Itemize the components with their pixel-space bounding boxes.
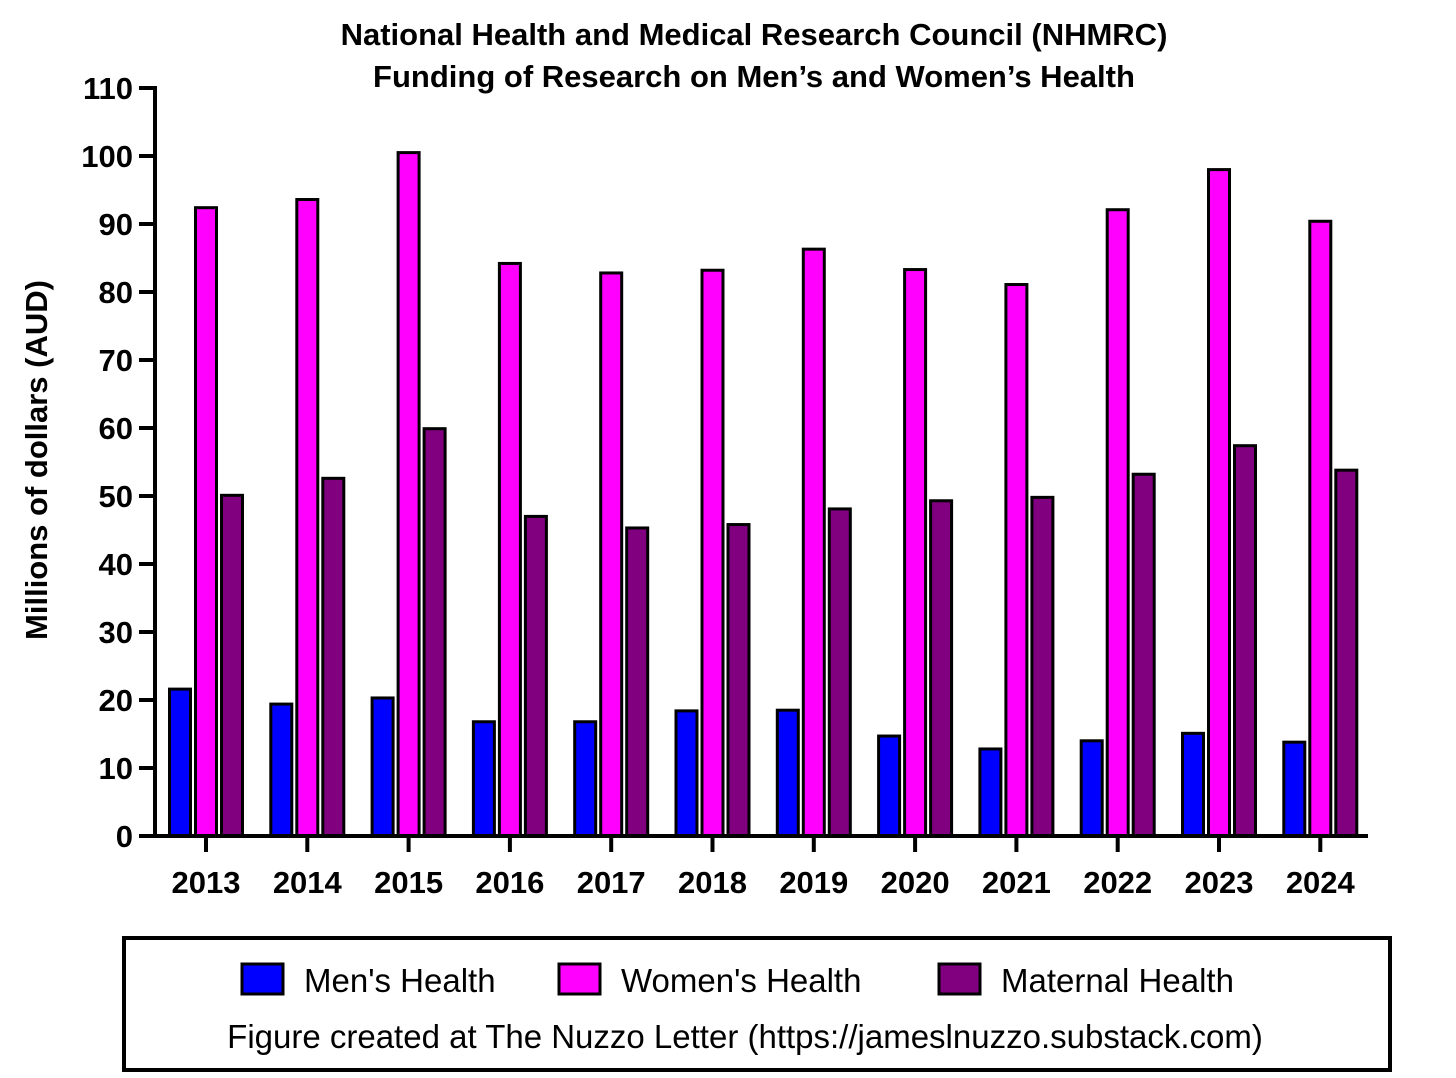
x-tick-label: 2024 [1286, 865, 1356, 900]
bar-women-s-health-2019 [801, 247, 826, 838]
x-tick-label: 2021 [982, 865, 1051, 900]
bar-men-s-health-2014 [269, 702, 294, 838]
bar-men-s-health-2019 [775, 708, 800, 838]
x-tick-label: 2016 [475, 865, 544, 900]
bar-men-s-health-2021 [978, 747, 1003, 838]
bar-men-s-health-2015 [370, 696, 395, 838]
bar-men-s-health-2017 [573, 720, 598, 838]
bar-women-s-health-2015 [396, 151, 421, 838]
bar-women-s-health-2013 [194, 206, 218, 838]
legend-label-maternal-health: Maternal Health [1001, 962, 1234, 999]
x-tick-label: 2017 [577, 865, 646, 900]
bar-maternal-health-2024 [1334, 468, 1359, 838]
x-axis-ticks: 2013 2014 2015 2016 2017 2018 2019 2020 2021 2022… [172, 836, 1356, 900]
axes-layer [153, 86, 1368, 838]
bar-maternal-health-2017 [625, 526, 650, 838]
bar-maternal-health-2016 [523, 514, 548, 838]
x-tick-label: 2013 [172, 865, 241, 900]
bar-men-s-health-2023 [1181, 731, 1205, 838]
bar-maternal-health-2014 [321, 476, 346, 838]
bar-women-s-health-2016 [497, 261, 522, 838]
y-axis-ticks: 0 10 20 30 40 50 60 70 80 90 100 110 [81, 71, 155, 854]
legend-swatch-men-s-health [240, 962, 285, 996]
x-tick-label: 2018 [678, 865, 747, 900]
bar-maternal-health-2022 [1131, 472, 1156, 838]
y-tick-label: 100 [81, 139, 133, 174]
legend-swatch-maternal-health [937, 962, 982, 996]
bar-maternal-health-2023 [1233, 444, 1257, 838]
y-tick-label: 90 [99, 207, 133, 242]
bars-layer [168, 151, 1359, 838]
bar-women-s-health-2017 [599, 271, 624, 838]
legend-label-men-s-health: Men's Health [304, 962, 496, 999]
bar-maternal-health-2018 [726, 523, 751, 838]
bar-maternal-health-2019 [827, 507, 852, 838]
bar-men-s-health-2024 [1282, 740, 1307, 838]
x-tick-label: 2015 [374, 865, 443, 900]
x-tick-label: 2014 [273, 865, 343, 900]
y-tick-label: 70 [99, 343, 133, 378]
bar-maternal-health-2021 [1030, 495, 1055, 838]
y-tick-label: 20 [99, 683, 133, 718]
legend-label-women-s-health: Women's Health [621, 962, 861, 999]
legend-box [122, 936, 1392, 1072]
y-axis-label: Millions of dollars (AUD) [19, 280, 54, 640]
bar-maternal-health-2015 [422, 427, 447, 838]
y-tick-label: 30 [99, 615, 133, 650]
y-tick-label: 110 [83, 71, 133, 106]
legend-swatch-women-s-health [557, 962, 602, 996]
bar-women-s-health-2021 [1004, 283, 1029, 838]
y-tick-label: 10 [99, 751, 133, 786]
bar-maternal-health-2020 [929, 499, 954, 838]
bar-women-s-health-2024 [1308, 219, 1333, 838]
y-tick-label: 40 [99, 547, 133, 582]
bar-men-s-health-2013 [168, 687, 192, 838]
y-tick-label: 60 [99, 411, 133, 446]
x-tick-label: 2020 [881, 865, 950, 900]
x-tick-label: 2023 [1185, 865, 1254, 900]
chart-title: National Health and Medical Research Cou… [341, 17, 1168, 52]
y-tick-label: 0 [116, 819, 133, 854]
chart-subtitle: Funding of Research on Men’s and Women’s… [373, 59, 1135, 94]
bar-women-s-health-2022 [1105, 208, 1130, 838]
bar-women-s-health-2018 [700, 268, 725, 838]
bar-men-s-health-2018 [674, 709, 699, 838]
bar-women-s-health-2023 [1207, 168, 1231, 838]
legend: Men's Health Women's Health Maternal Healt… [240, 962, 1234, 999]
figure-credit: Figure created at The Nuzzo Letter (http… [227, 1018, 1263, 1055]
bar-women-s-health-2020 [903, 268, 928, 838]
bar-women-s-health-2014 [295, 198, 320, 838]
y-tick-label: 50 [99, 479, 133, 514]
bar-men-s-health-2020 [877, 734, 902, 838]
y-tick-label: 80 [99, 275, 133, 310]
x-tick-label: 2022 [1083, 865, 1152, 900]
bar-maternal-health-2013 [220, 493, 244, 838]
bar-men-s-health-2022 [1079, 739, 1104, 838]
x-tick-label: 2019 [779, 865, 848, 900]
bar-men-s-health-2016 [471, 720, 496, 838]
